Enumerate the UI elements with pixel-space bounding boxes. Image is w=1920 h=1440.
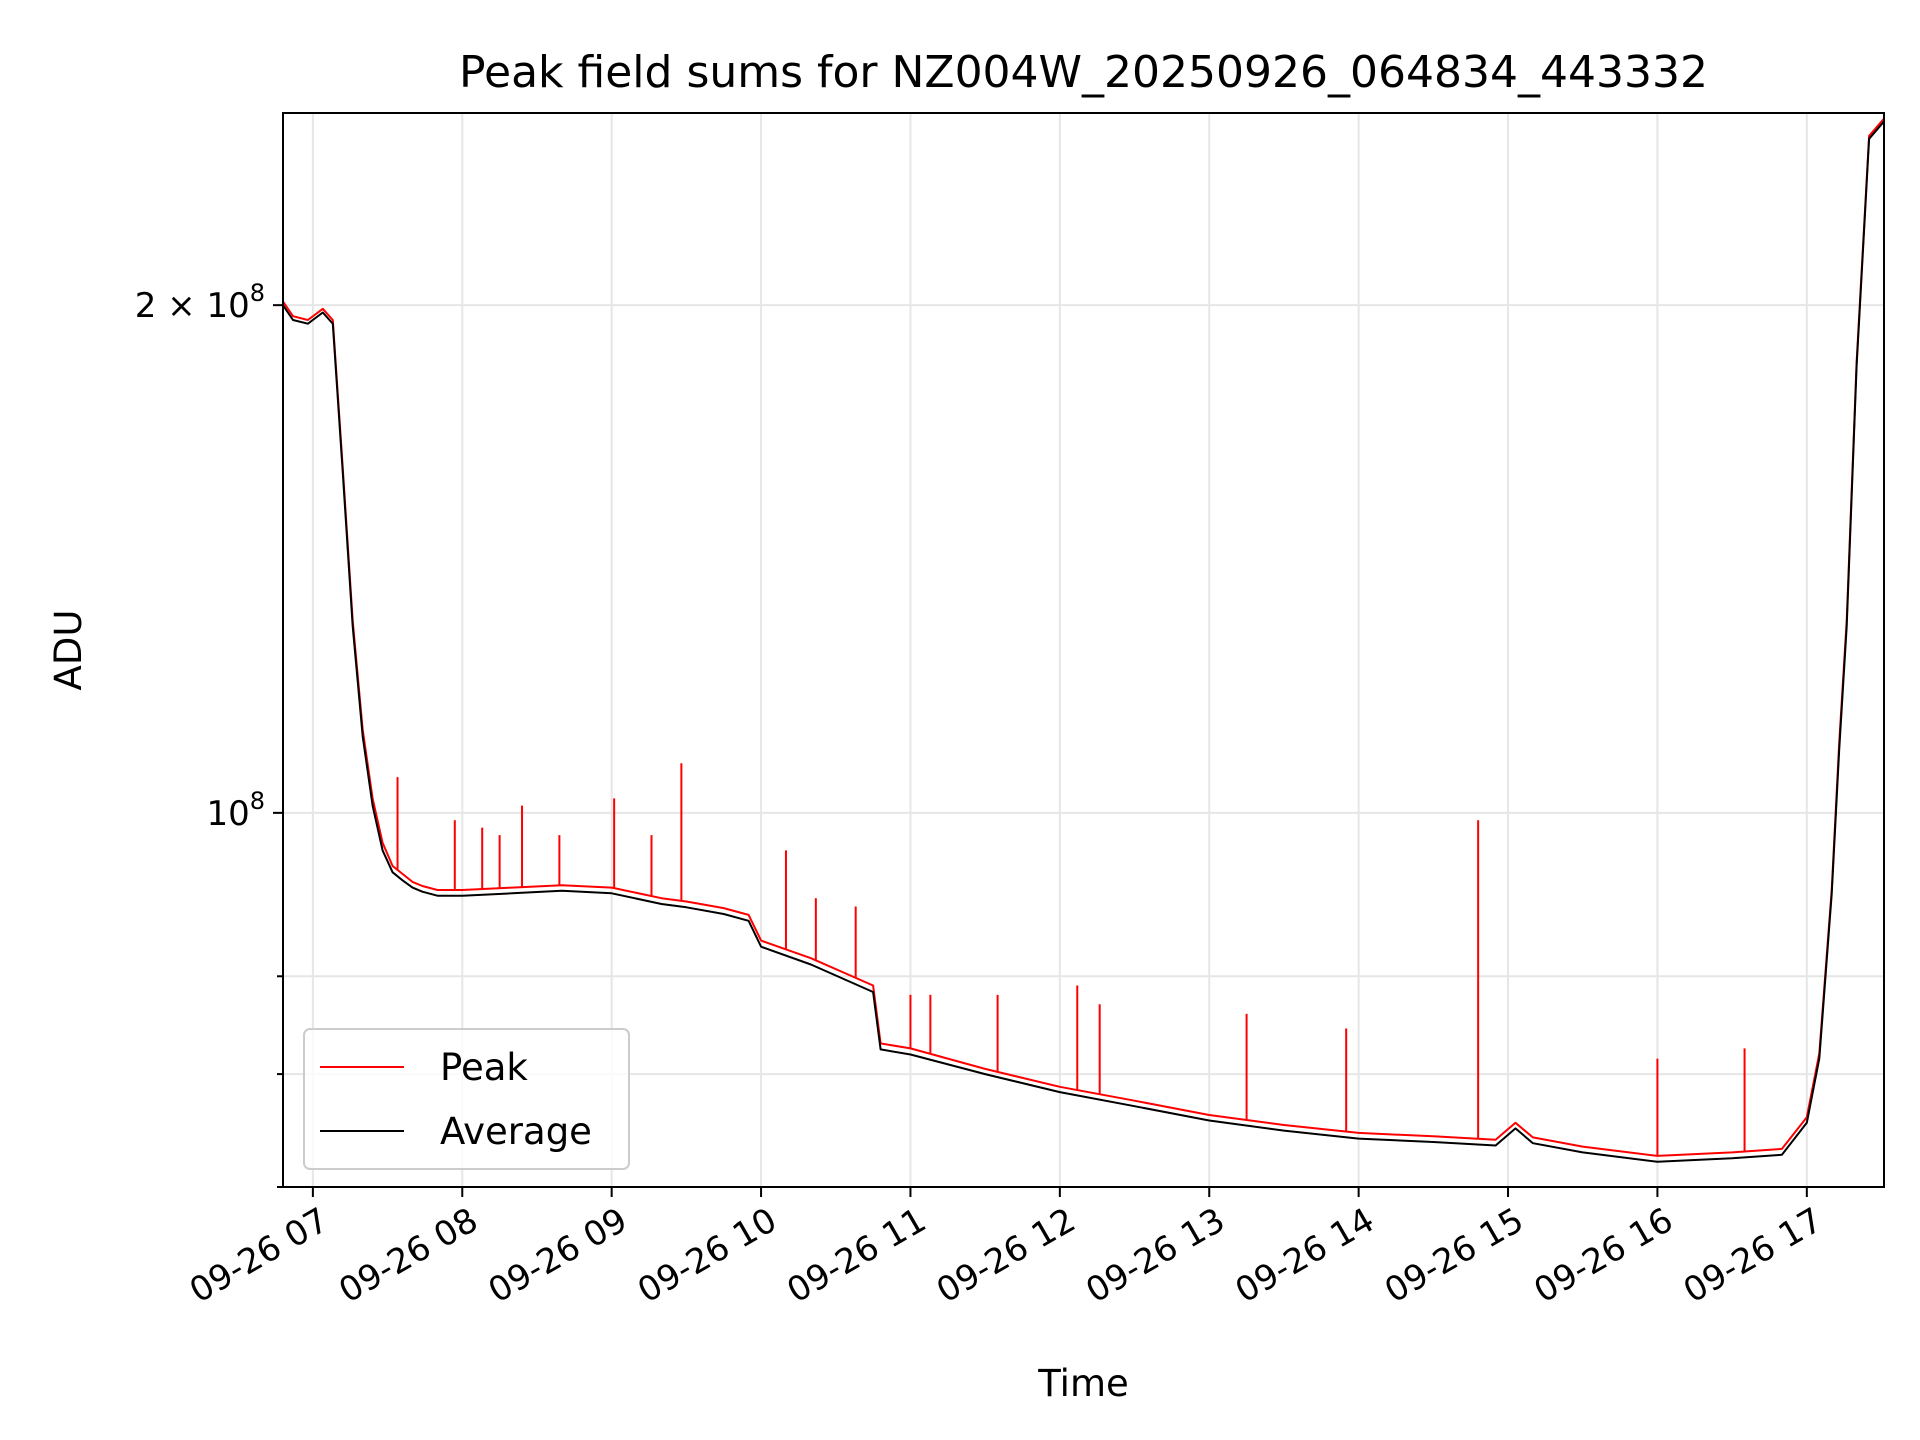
legend-box (303, 1028, 630, 1170)
y-tick-label: 2 × 108 (135, 279, 265, 326)
y-tick-label-base: 10 (206, 794, 249, 834)
legend: Peak Average (303, 1028, 630, 1170)
plot-area-frame (282, 112, 1885, 1188)
chart-title: Peak field sums for NZ004W_20250926_0648… (459, 47, 1708, 98)
y-tick-label: 108 (206, 787, 265, 834)
series-line-peak (283, 118, 1884, 1157)
series-layer (283, 118, 1884, 1163)
y-tick-label-exponent: 8 (250, 279, 265, 307)
x-axis-label: Time (1037, 1362, 1129, 1405)
y-tick-label-exponent: 8 (250, 787, 265, 815)
y-tick-label-base: 2 × 10 (135, 286, 250, 326)
legend-label-average: Average (440, 1110, 592, 1153)
y-axis-label: ADU (47, 610, 90, 691)
series-line-average (283, 120, 1884, 1163)
legend-label-peak: Peak (440, 1046, 528, 1089)
